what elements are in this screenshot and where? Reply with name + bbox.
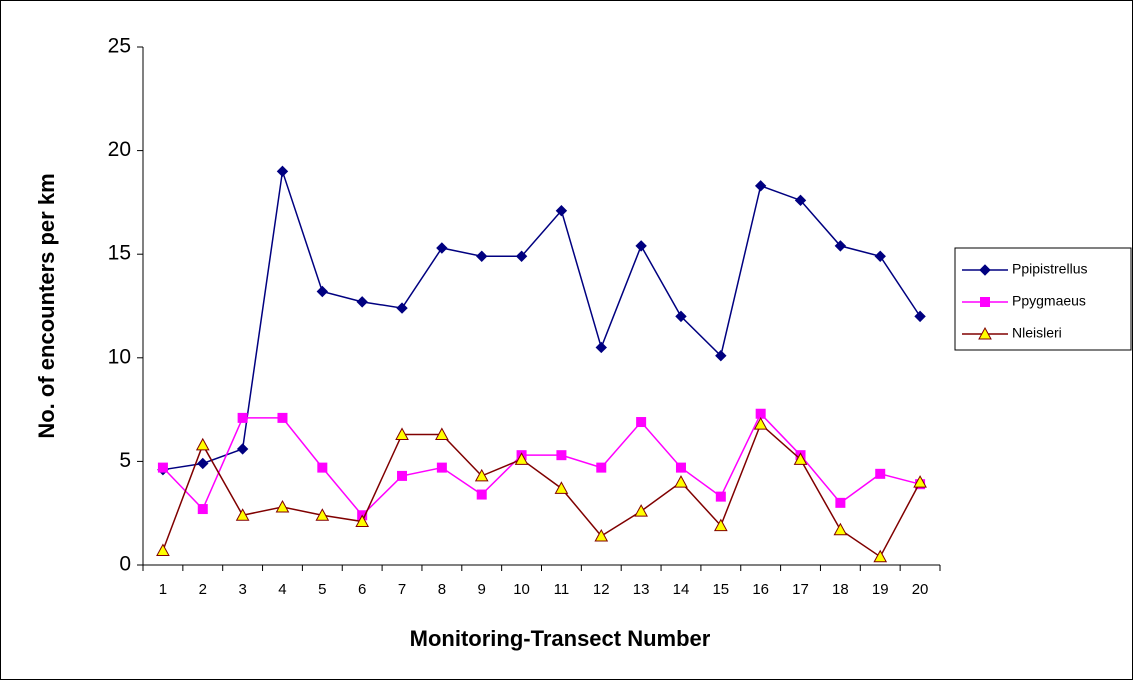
series-line bbox=[162, 412, 921, 517]
x-tick-label: 17 bbox=[792, 581, 809, 598]
square-marker bbox=[636, 417, 647, 428]
square-marker bbox=[675, 462, 686, 473]
diamond-marker bbox=[276, 165, 289, 178]
square-marker bbox=[596, 462, 607, 473]
square-marker bbox=[835, 497, 846, 508]
square-marker bbox=[875, 468, 886, 479]
diamond-marker bbox=[914, 310, 926, 323]
square-marker bbox=[980, 297, 990, 307]
diamond-marker bbox=[754, 180, 767, 192]
triangle-marker bbox=[873, 549, 888, 563]
square-marker bbox=[556, 450, 567, 461]
x-tick-label: 9 bbox=[478, 581, 486, 598]
square-marker bbox=[277, 412, 288, 423]
triangle-marker bbox=[674, 475, 688, 488]
x-tick-label: 15 bbox=[712, 581, 729, 598]
triangle-marker bbox=[793, 452, 808, 465]
legend-label: Nleisleri bbox=[1012, 325, 1062, 341]
x-tick-label: 4 bbox=[278, 581, 286, 598]
series-line bbox=[162, 171, 921, 471]
triangle-marker bbox=[978, 326, 992, 340]
x-tick-label: 2 bbox=[199, 581, 207, 598]
legend-label: Ppygmaeus bbox=[1012, 293, 1086, 309]
diamond-marker bbox=[979, 264, 991, 276]
square-marker bbox=[317, 462, 328, 473]
triangle-marker bbox=[355, 514, 370, 527]
x-tick-label: 8 bbox=[438, 581, 446, 598]
x-tick-label: 20 bbox=[912, 581, 929, 598]
y-tick-label: 0 bbox=[119, 553, 131, 576]
diamond-marker bbox=[715, 350, 727, 362]
diamond-marker bbox=[595, 341, 607, 354]
x-tick-label: 7 bbox=[398, 581, 406, 598]
x-tick-label: 1 bbox=[159, 581, 167, 598]
square-marker bbox=[436, 462, 447, 473]
x-tick-label: 11 bbox=[554, 581, 570, 598]
x-tick-label: 18 bbox=[832, 581, 849, 598]
triangle-marker bbox=[753, 417, 768, 430]
y-tick-label: 20 bbox=[108, 138, 131, 161]
triangle-marker bbox=[474, 468, 489, 482]
y-tick-label: 10 bbox=[108, 345, 131, 368]
square-marker bbox=[755, 408, 766, 419]
diamond-marker bbox=[675, 310, 687, 323]
square-marker bbox=[157, 462, 168, 473]
diamond-marker bbox=[436, 242, 448, 254]
triangle-marker bbox=[514, 452, 529, 465]
triangle-marker bbox=[235, 508, 250, 521]
x-tick-label: 19 bbox=[872, 581, 889, 598]
triangle-marker bbox=[634, 504, 648, 517]
diamond-marker bbox=[515, 250, 528, 262]
triangle-marker bbox=[195, 437, 210, 451]
x-tick-label: 14 bbox=[673, 581, 690, 598]
triangle-marker bbox=[435, 427, 449, 440]
diamond-marker bbox=[476, 250, 488, 262]
diamond-marker bbox=[316, 285, 329, 298]
triangle-marker bbox=[156, 543, 170, 556]
diamond-marker bbox=[635, 240, 647, 252]
y-tick-label: 5 bbox=[119, 449, 131, 472]
x-tick-label: 10 bbox=[513, 581, 530, 598]
triangle-marker bbox=[554, 481, 569, 494]
diamond-marker bbox=[794, 194, 807, 207]
triangle-marker bbox=[275, 499, 290, 513]
x-axis-title: Monitoring-Transect Number bbox=[410, 626, 711, 651]
x-tick-label: 3 bbox=[238, 581, 246, 598]
x-tick-label: 13 bbox=[633, 581, 650, 598]
triangle-marker bbox=[833, 522, 848, 536]
triangle-marker bbox=[395, 427, 409, 440]
triangle-marker bbox=[594, 528, 609, 542]
diamond-marker bbox=[236, 443, 249, 455]
square-marker bbox=[715, 491, 726, 502]
square-marker bbox=[237, 412, 248, 423]
triangle-marker bbox=[315, 508, 330, 521]
square-marker bbox=[197, 504, 208, 515]
square-marker bbox=[397, 470, 408, 481]
legend-label: Ppipistrellus bbox=[1012, 261, 1087, 277]
y-tick-label: 15 bbox=[108, 242, 131, 265]
y-tick-label: 25 bbox=[108, 35, 131, 58]
diamond-marker bbox=[874, 250, 886, 262]
diamond-marker bbox=[396, 302, 408, 314]
diamond-marker bbox=[197, 457, 209, 470]
diamond-marker bbox=[834, 240, 847, 252]
x-tick-label: 16 bbox=[752, 581, 769, 598]
diamond-marker bbox=[356, 296, 368, 308]
x-tick-label: 12 bbox=[593, 581, 610, 598]
x-tick-label: 5 bbox=[318, 581, 326, 598]
triangle-marker bbox=[913, 475, 927, 488]
diamond-marker bbox=[555, 204, 568, 217]
series-line bbox=[162, 422, 921, 558]
y-axis-title: No. of encounters per km bbox=[34, 173, 59, 438]
square-marker bbox=[476, 489, 487, 500]
x-tick-label: 6 bbox=[358, 581, 366, 598]
triangle-marker bbox=[713, 518, 728, 532]
